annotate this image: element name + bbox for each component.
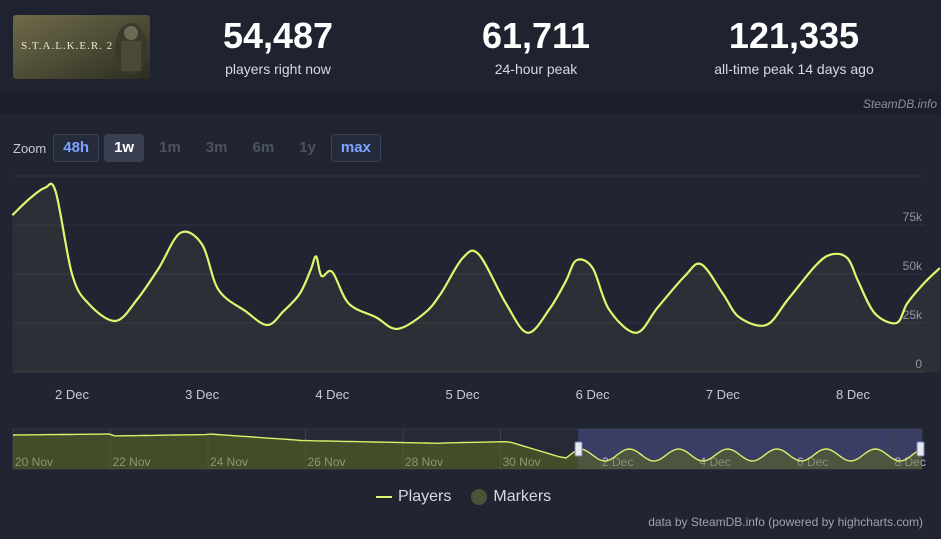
x-tick-label: 4 Dec	[315, 387, 349, 402]
y-tick-label: 50k	[903, 259, 923, 273]
game-logo-text: S.T.A.L.K.E.R. 2	[21, 40, 113, 52]
navigator-left-handle[interactable]	[574, 441, 583, 457]
series-line-players	[11, 182, 941, 334]
navigator-area	[13, 434, 922, 469]
x-tick-label: 8 Dec	[836, 387, 870, 402]
legend-dot-icon	[471, 489, 488, 505]
legend-line-icon	[376, 496, 392, 498]
x-tick-label: 2 Dec	[55, 387, 89, 402]
game-logo-art: S.T.A.L.K.E.R. 2	[13, 15, 150, 79]
zoom-6m-button[interactable]: 6m	[252, 139, 275, 156]
x-tick-label: 5 Dec	[446, 387, 480, 402]
zoom-1m-button[interactable]: 1m	[159, 139, 181, 156]
stat-all-time-peak-label: all-time peak 14 days ago	[714, 61, 874, 77]
zoom-controls: Zoom 48h 1w 1m 3m 6m 1y max	[13, 134, 386, 162]
y-tick-label: 75k	[903, 210, 923, 224]
series-area-players	[12, 183, 940, 372]
legend-label-players: Players	[398, 488, 452, 505]
stats-header	[0, 0, 941, 94]
y-tick-label: 25k	[903, 308, 923, 322]
chart-legend: Players Markers	[376, 488, 571, 506]
stat-all-time-peak: 121,335 all-time peak 14 days ago	[684, 14, 904, 78]
game-logo[interactable]: S.T.A.L.K.E.R. 2	[13, 15, 150, 79]
stat-24h-peak-value: 61,711	[481, 15, 591, 56]
zoom-label: Zoom	[13, 140, 47, 156]
stat-players-now-label: players right now	[225, 61, 331, 77]
x-tick-label: 7 Dec	[706, 387, 740, 402]
stat-24h-peak: 61,711 24-hour peak	[426, 14, 646, 78]
steamdb-credit[interactable]: SteamDB.info	[862, 97, 937, 111]
y-tick-label: 0	[915, 357, 922, 371]
stat-players-now: 54,487 players right now	[168, 14, 388, 78]
x-tick-label: 3 Dec	[185, 387, 219, 402]
legend-label-markers: Markers	[493, 488, 552, 505]
zoom-3m-button[interactable]: 3m	[205, 139, 228, 156]
stat-all-time-peak-value: 121,335	[728, 15, 860, 56]
zoom-1w-button[interactable]: 1w	[104, 134, 145, 162]
zoom-1y-button[interactable]: 1y	[299, 139, 316, 156]
highcharts-credit[interactable]: data by SteamDB.info (powered by highcha…	[648, 515, 923, 529]
legend-item-players[interactable]: Players	[376, 488, 451, 506]
zoom-48h-button[interactable]: 48h	[53, 134, 100, 162]
stat-players-now-value: 54,487	[222, 15, 334, 56]
navigator-right-handle[interactable]	[916, 441, 925, 457]
x-tick-label: 6 Dec	[576, 387, 610, 402]
zoom-max-button[interactable]: max	[330, 134, 381, 162]
legend-item-markers[interactable]: Markers	[471, 488, 551, 506]
stat-24h-peak-label: 24-hour peak	[494, 61, 578, 77]
navigator-line	[12, 433, 921, 462]
